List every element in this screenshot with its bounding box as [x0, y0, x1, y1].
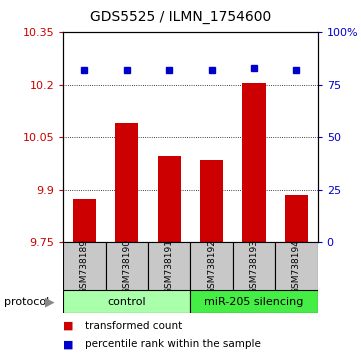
- Text: control: control: [108, 297, 146, 307]
- Bar: [190, 242, 233, 290]
- Text: ■: ■: [63, 339, 74, 349]
- Bar: [285, 195, 308, 242]
- Text: GDS5525 / ILMN_1754600: GDS5525 / ILMN_1754600: [90, 10, 271, 24]
- Text: GSM738190: GSM738190: [122, 239, 131, 294]
- Text: GSM738193: GSM738193: [249, 239, 258, 294]
- Text: GSM738192: GSM738192: [207, 239, 216, 294]
- Text: ■: ■: [63, 321, 74, 331]
- Text: GSM738194: GSM738194: [292, 239, 301, 294]
- Text: transformed count: transformed count: [85, 321, 182, 331]
- Bar: [157, 156, 181, 242]
- Bar: [148, 242, 191, 290]
- Text: GSM738189: GSM738189: [80, 239, 89, 294]
- Bar: [63, 242, 105, 290]
- Text: percentile rank within the sample: percentile rank within the sample: [85, 339, 261, 349]
- Bar: [115, 123, 139, 242]
- Bar: [242, 83, 266, 242]
- Bar: [73, 199, 96, 242]
- Bar: [190, 290, 318, 313]
- Text: miR-205 silencing: miR-205 silencing: [204, 297, 304, 307]
- Text: GSM738191: GSM738191: [165, 239, 174, 294]
- Bar: [275, 242, 318, 290]
- Bar: [200, 160, 223, 242]
- Text: protocol: protocol: [4, 297, 49, 307]
- Bar: [63, 290, 190, 313]
- Bar: [233, 242, 275, 290]
- Bar: [105, 242, 148, 290]
- Text: ▶: ▶: [45, 295, 55, 308]
